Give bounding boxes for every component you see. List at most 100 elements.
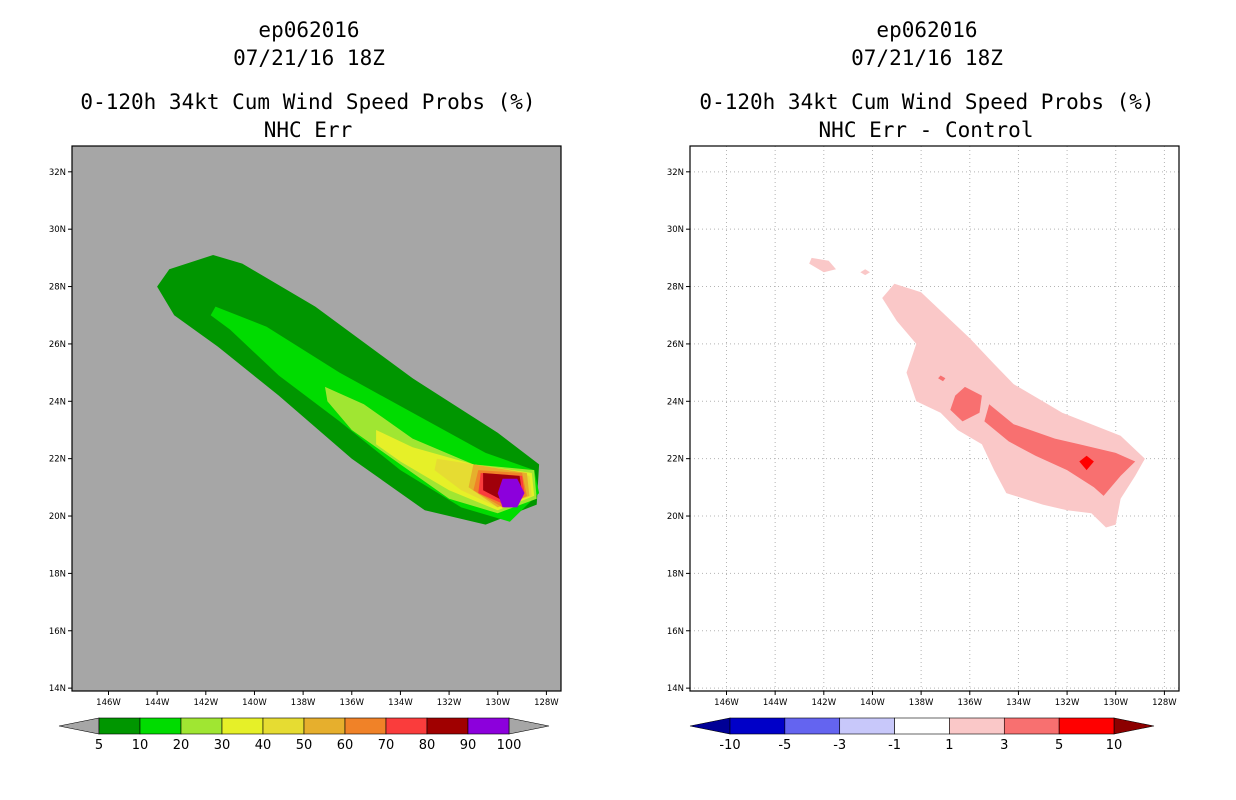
colorbar-level-label: 1 xyxy=(945,738,953,753)
lat-tick-label: 16N xyxy=(667,627,684,637)
colorbar-level-label: 60 xyxy=(337,738,354,753)
colorbar-swatch xyxy=(221,717,264,735)
colorbar-swatch xyxy=(1003,717,1060,735)
right-subtitle: NHC Err - Control xyxy=(818,118,1034,142)
colorbar-level-label: 90 xyxy=(460,738,477,753)
contour-level-1 xyxy=(860,269,870,276)
right-title: 0-120h 34kt Cum Wind Speed Probs (%) xyxy=(699,90,1155,114)
colorbar-swatch xyxy=(344,717,387,735)
colorbar-swatch xyxy=(784,717,841,735)
colorbar-level-label: 3 xyxy=(1000,738,1008,753)
lon-tick-label: 136W xyxy=(957,698,982,708)
lon-tick-label: 146W xyxy=(96,698,121,708)
lat-tick-label: 20N xyxy=(49,512,66,522)
contour-level-3 xyxy=(950,386,982,422)
lon-tick-label: 146W xyxy=(714,698,739,708)
contour-level-90 xyxy=(497,478,525,508)
left-storm-id: ep062016 xyxy=(258,18,360,42)
colorbar-level-label: 5 xyxy=(1055,738,1063,753)
lat-tick-label: 24N xyxy=(49,397,66,407)
lat-tick-label: 22N xyxy=(667,455,684,465)
colorbar-swatch xyxy=(98,717,141,735)
colorbar-overflow-triangle xyxy=(508,717,550,735)
left-datetime: 07/21/16 18Z xyxy=(233,46,385,70)
colorbar-underflow-triangle xyxy=(689,717,731,735)
lon-tick-label: 140W xyxy=(860,698,885,708)
left-subtitle: NHC Err xyxy=(263,118,353,142)
colorbar-swatch xyxy=(839,717,895,735)
lon-tick-label: 138W xyxy=(909,698,934,708)
lat-tick-label: 18N xyxy=(667,569,684,579)
map-background xyxy=(690,146,1179,691)
lat-tick-label: 16N xyxy=(49,627,66,637)
contour-level-1 xyxy=(809,257,836,273)
right-difference-map: 146W 144W 142W 140W 138W 136W 134W 132W 130W 128W… xyxy=(667,145,1180,708)
lat-tick-label: 30N xyxy=(49,225,66,235)
colorbar-swatch xyxy=(262,717,305,735)
colorbar-swatch xyxy=(426,717,469,735)
map-frame xyxy=(71,145,562,692)
map-frame xyxy=(689,145,1180,692)
lat-tick-label: 18N xyxy=(49,569,66,579)
lon-tick-label: 128W xyxy=(534,698,559,708)
left-probability-map: 146W 144W 142W 140W 138W 136W 134W 132W 130W 128W… xyxy=(49,145,562,708)
lon-tick-label: 134W xyxy=(1006,698,1031,708)
right-colorbar: -10 -5 -3 -1 1 3 5 10 xyxy=(689,717,1155,753)
lat-tick-label: 28N xyxy=(49,283,66,293)
colorbar-level-label: 20 xyxy=(173,738,190,753)
lat-tick-label: 14N xyxy=(49,684,66,694)
lat-tick-label: 28N xyxy=(667,283,684,293)
colorbar-swatch xyxy=(303,717,346,735)
lon-tick-label: 142W xyxy=(193,698,218,708)
lon-tick-label: 134W xyxy=(388,698,413,708)
lat-tick-label: 14N xyxy=(667,684,684,694)
right-storm-id: ep062016 xyxy=(876,18,978,42)
colorbar-level-label: -5 xyxy=(778,738,791,753)
left-title: 0-120h 34kt Cum Wind Speed Probs (%) xyxy=(80,90,536,114)
colorbar-swatch xyxy=(949,717,1005,735)
lat-tick-label: 32N xyxy=(667,168,684,178)
left-colorbar: 5 10 20 30 40 50 60 70 80 90 100 xyxy=(58,717,550,753)
colorbar-swatch xyxy=(894,717,950,735)
colorbar-level-label: 80 xyxy=(419,738,436,753)
lon-tick-label: 142W xyxy=(811,698,836,708)
lon-tick-label: 132W xyxy=(437,698,462,708)
colorbar-level-label: 100 xyxy=(497,738,522,753)
colorbar-swatch xyxy=(385,717,428,735)
colorbar-level-label: 70 xyxy=(378,738,395,753)
lat-tick-label: 32N xyxy=(49,168,66,178)
lat-tick-label: 30N xyxy=(667,225,684,235)
colorbar-level-label: 5 xyxy=(95,738,103,753)
contour-hole--1 xyxy=(894,375,907,387)
colorbar-swatch xyxy=(180,717,223,735)
colorbar-level-label: 30 xyxy=(214,738,231,753)
lon-tick-label: 130W xyxy=(1103,698,1128,708)
colorbar-level-label: 10 xyxy=(1106,738,1123,753)
colorbar-swatch xyxy=(1058,717,1115,735)
contour-level-3 xyxy=(938,375,946,382)
colorbar-level-label: -10 xyxy=(719,738,740,753)
colorbar-level-label: -1 xyxy=(888,738,901,753)
colorbar-level-label: 50 xyxy=(296,738,313,753)
colorbar-overflow-triangle xyxy=(1113,717,1155,735)
colorbar-level-label: 40 xyxy=(255,738,272,753)
colorbar-level-label: -3 xyxy=(833,738,846,753)
lon-tick-label: 132W xyxy=(1055,698,1080,708)
colorbar-swatch xyxy=(729,717,786,735)
colorbar-underflow-triangle xyxy=(58,717,100,735)
lat-tick-label: 24N xyxy=(667,397,684,407)
lat-tick-label: 20N xyxy=(667,512,684,522)
colorbar-level-label: 10 xyxy=(132,738,149,753)
contour-level-5 xyxy=(1079,455,1094,471)
lon-tick-label: 144W xyxy=(763,698,788,708)
lon-tick-label: 136W xyxy=(339,698,364,708)
lat-tick-label: 26N xyxy=(667,340,684,350)
contour-level-3 xyxy=(984,404,1136,496)
right-datetime: 07/21/16 18Z xyxy=(851,46,1003,70)
lon-tick-label: 140W xyxy=(242,698,267,708)
lon-tick-label: 138W xyxy=(291,698,316,708)
lon-tick-label: 130W xyxy=(485,698,510,708)
colorbar-swatch xyxy=(139,717,182,735)
lon-tick-label: 128W xyxy=(1152,698,1177,708)
lon-tick-label: 144W xyxy=(145,698,170,708)
